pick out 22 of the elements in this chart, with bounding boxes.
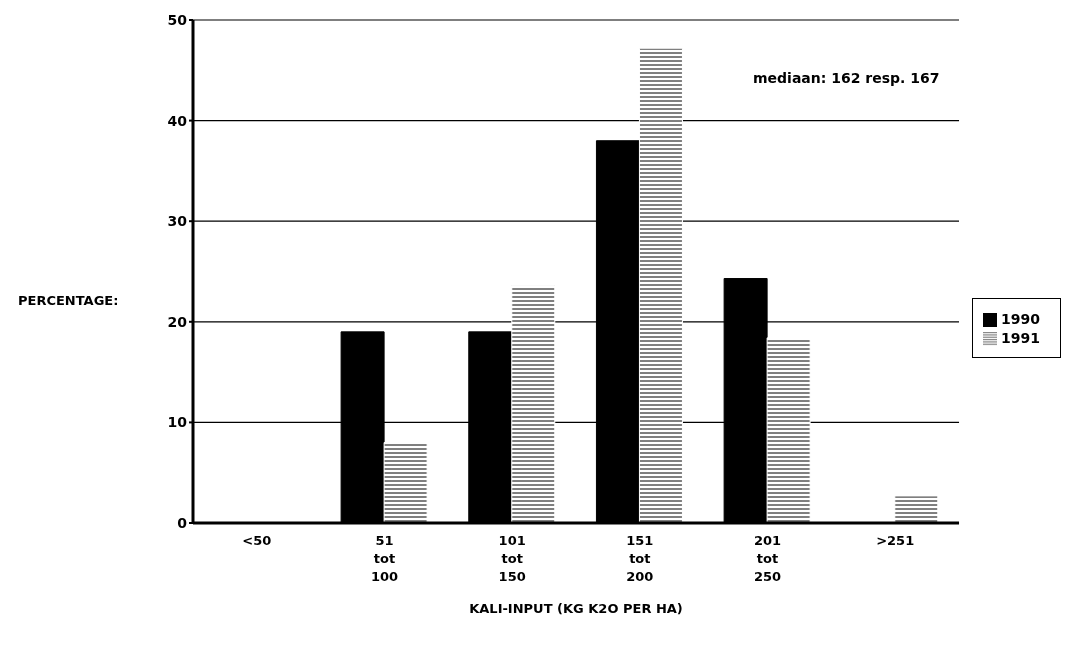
bar: [383, 442, 428, 523]
x-tick-label: 101 tot 150: [498, 533, 526, 584]
bar: [638, 47, 683, 523]
legend-label: 1990: [1001, 311, 1040, 327]
x-tick-label: 51 tot 100: [370, 533, 399, 584]
y-tick-label: 30: [167, 213, 188, 230]
x-axis-title: KALI-INPUT (KG K2O PER HA): [469, 601, 683, 616]
y-axis-title: PERCENTAGE:: [18, 293, 119, 308]
legend-label: 1991: [1001, 330, 1040, 346]
y-tick-label: 10: [167, 414, 188, 431]
y-tick-label: 50: [167, 11, 188, 28]
x-tick-label: 201 tot 250: [753, 533, 782, 584]
annotation: mediaan: 162 resp. 167: [753, 70, 940, 86]
y-tick-label: 0: [177, 514, 188, 531]
y-tick-label: 20: [167, 313, 188, 330]
x-tick-label: 151 tot 200: [626, 533, 654, 584]
y-tick-label: 40: [167, 112, 188, 129]
bar: [894, 495, 939, 523]
bar: [766, 337, 811, 523]
bar: [511, 285, 556, 523]
x-tick-label: <50: [242, 533, 272, 548]
x-tick-label: >251: [876, 533, 915, 548]
